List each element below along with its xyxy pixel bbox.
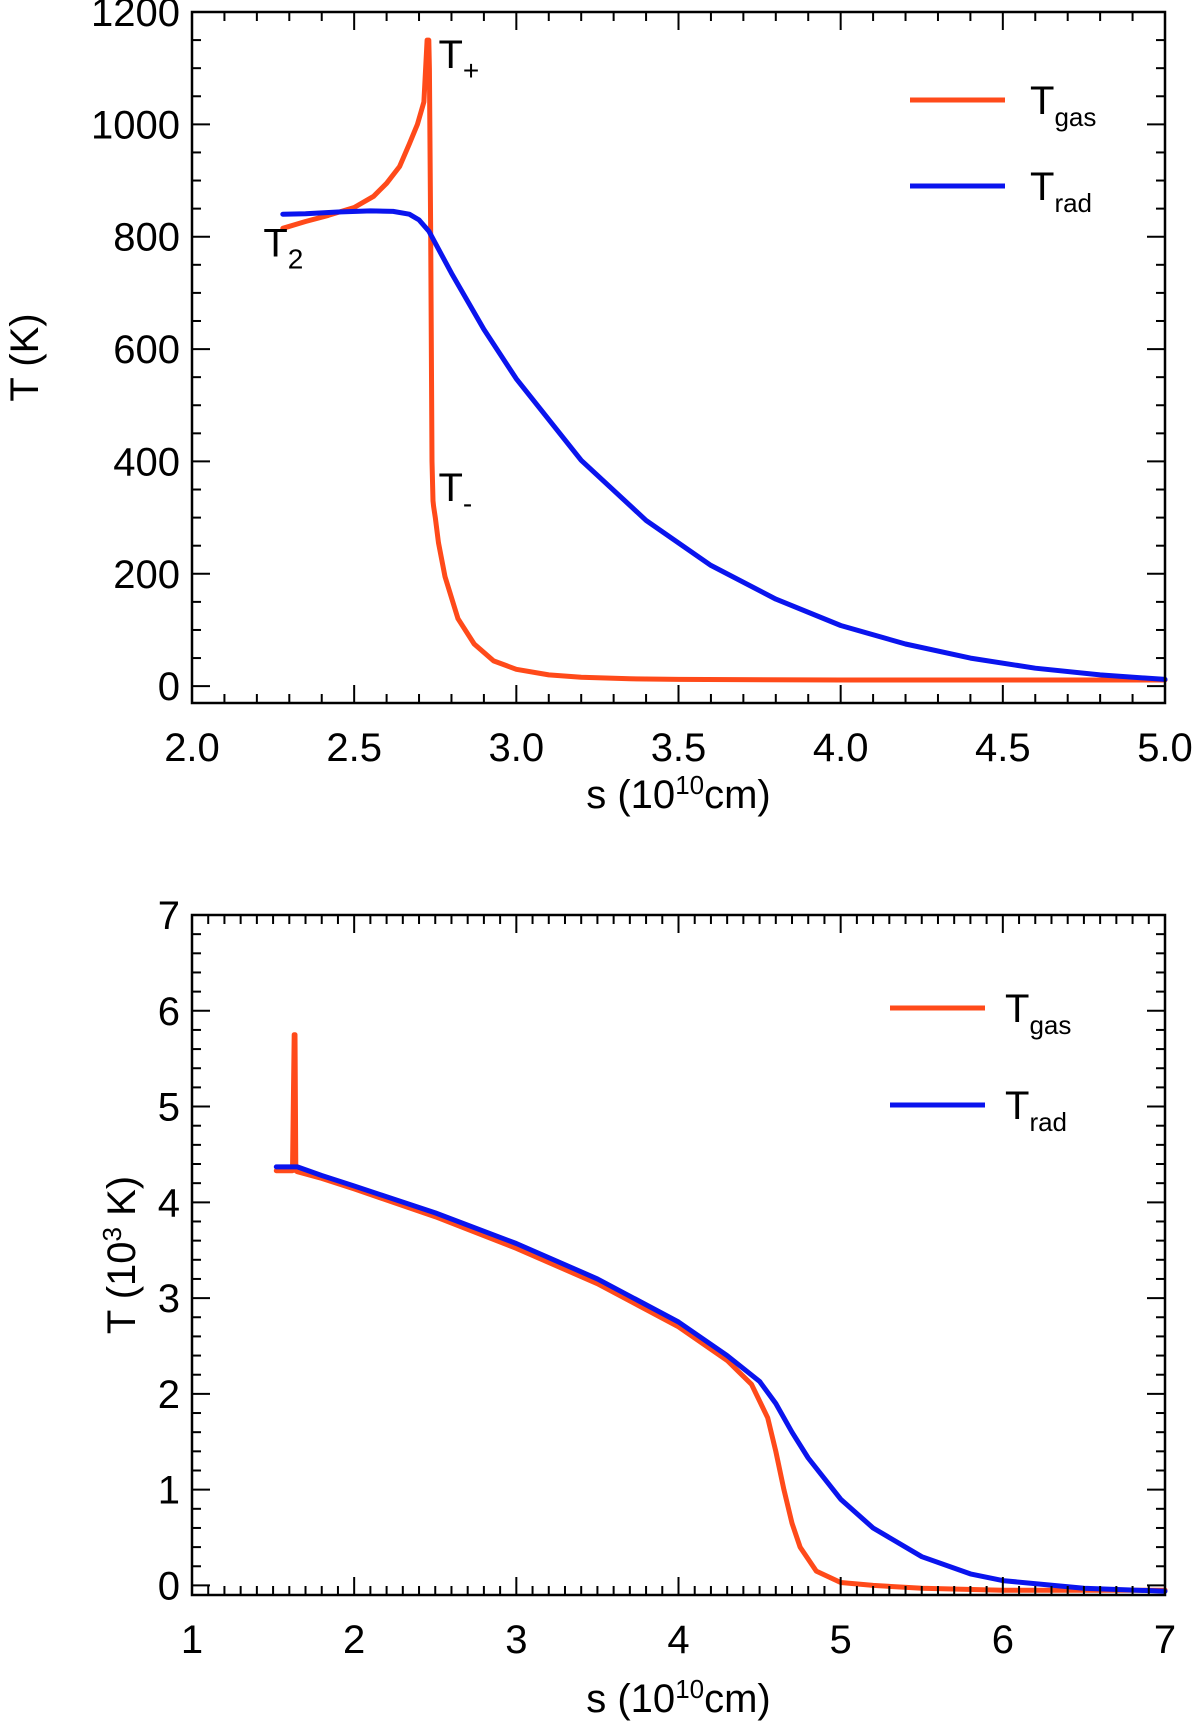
bottom-y-tick-label: 6 bbox=[158, 990, 180, 1034]
top-x-tick-label: 3.5 bbox=[651, 726, 707, 770]
bottom-x-tick-label: 1 bbox=[181, 1618, 203, 1662]
top-series-rad-line bbox=[280, 208, 1168, 682]
bottom-x-tick-label: 2 bbox=[343, 1618, 365, 1662]
bottom-x-tick-label: 4 bbox=[667, 1618, 689, 1662]
top-x-tick-label: 2.0 bbox=[164, 726, 220, 770]
bottom-y-tick-label: 2 bbox=[158, 1373, 180, 1417]
top-annotation-t-plus: T+ bbox=[438, 33, 479, 86]
top-annotation-t-2: T2 bbox=[263, 221, 303, 274]
top-x-tick-label: 3.0 bbox=[489, 726, 545, 770]
bottom-x-tick-label: 5 bbox=[830, 1618, 852, 1662]
top-y-tick-label: 400 bbox=[113, 440, 180, 484]
bottom-y-axis-label: T (103 K) bbox=[97, 1176, 144, 1334]
top-y-tick-label: 600 bbox=[113, 328, 180, 372]
top-annotation-t-minus: T- bbox=[438, 466, 472, 519]
bottom-x-tick-label: 6 bbox=[992, 1618, 1014, 1662]
top-temperature-plot: 2.0 2.5 3.0 3.5 4.0 4.5 5.0 0 200 400 600 800 1000 12… bbox=[3, 0, 1193, 817]
bottom-y-tick-label: 1 bbox=[158, 1469, 180, 1513]
bottom-y-tick-label: 5 bbox=[158, 1086, 180, 1130]
top-y-axis-label: T (K) bbox=[3, 313, 47, 401]
bottom-legend-rad-label: Trad bbox=[1005, 1084, 1067, 1137]
top-x-tick-label: 4.0 bbox=[813, 726, 869, 770]
top-x-tick-label: 2.5 bbox=[326, 726, 382, 770]
top-x-tick-label: 5.0 bbox=[1137, 726, 1193, 770]
bottom-x-tick-label: 7 bbox=[1154, 1618, 1176, 1662]
top-x-tick-label: 4.5 bbox=[975, 726, 1031, 770]
bottom-legend-gas-label: Tgas bbox=[1005, 987, 1071, 1040]
top-x-axis-label: s (1010cm) bbox=[586, 770, 771, 817]
bottom-y-tick-label: 7 bbox=[158, 894, 180, 938]
top-legend-rad-label: Trad bbox=[1030, 165, 1092, 218]
top-y-tick-label: 200 bbox=[113, 553, 180, 597]
top-y-tick-label: 0 bbox=[158, 665, 180, 709]
top-y-tick-label: 800 bbox=[113, 216, 180, 260]
bottom-x-axis-label: s (1010cm) bbox=[586, 1674, 771, 1721]
bottom-series-gas-line bbox=[273, 1032, 1168, 1593]
bottom-y-tick-label: 3 bbox=[158, 1277, 180, 1321]
top-plot-frame bbox=[190, 10, 1167, 705]
bottom-y-tick-label: 0 bbox=[158, 1564, 180, 1608]
bottom-x-tick-label: 3 bbox=[505, 1618, 527, 1662]
top-y-tick-label: 1200 bbox=[91, 0, 180, 35]
top-legend-gas-label: Tgas bbox=[1030, 79, 1096, 132]
top-series-gas-line bbox=[280, 37, 1168, 683]
bottom-y-tick-label: 4 bbox=[158, 1181, 180, 1225]
bottom-series-rad-line bbox=[273, 1164, 1168, 1594]
top-y-tick-label: 1000 bbox=[91, 103, 180, 147]
